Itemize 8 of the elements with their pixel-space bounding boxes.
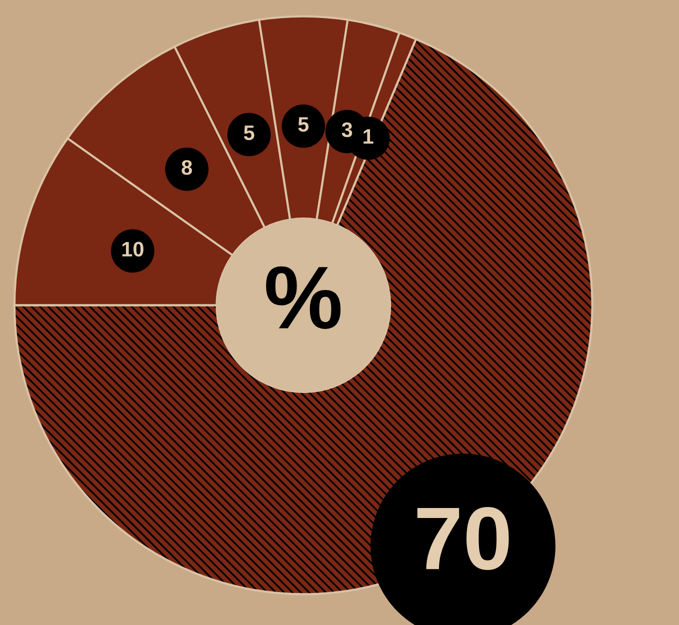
data-label: 1 [364,129,374,144]
text: % [266,266,341,329]
data-label: 5 [298,117,309,132]
data-label: 8 [182,160,192,175]
data-label: 3 [342,122,352,138]
data-label: 10 [122,242,144,257]
data-label: 5 [244,126,254,140]
data-label: 70 [417,507,509,570]
